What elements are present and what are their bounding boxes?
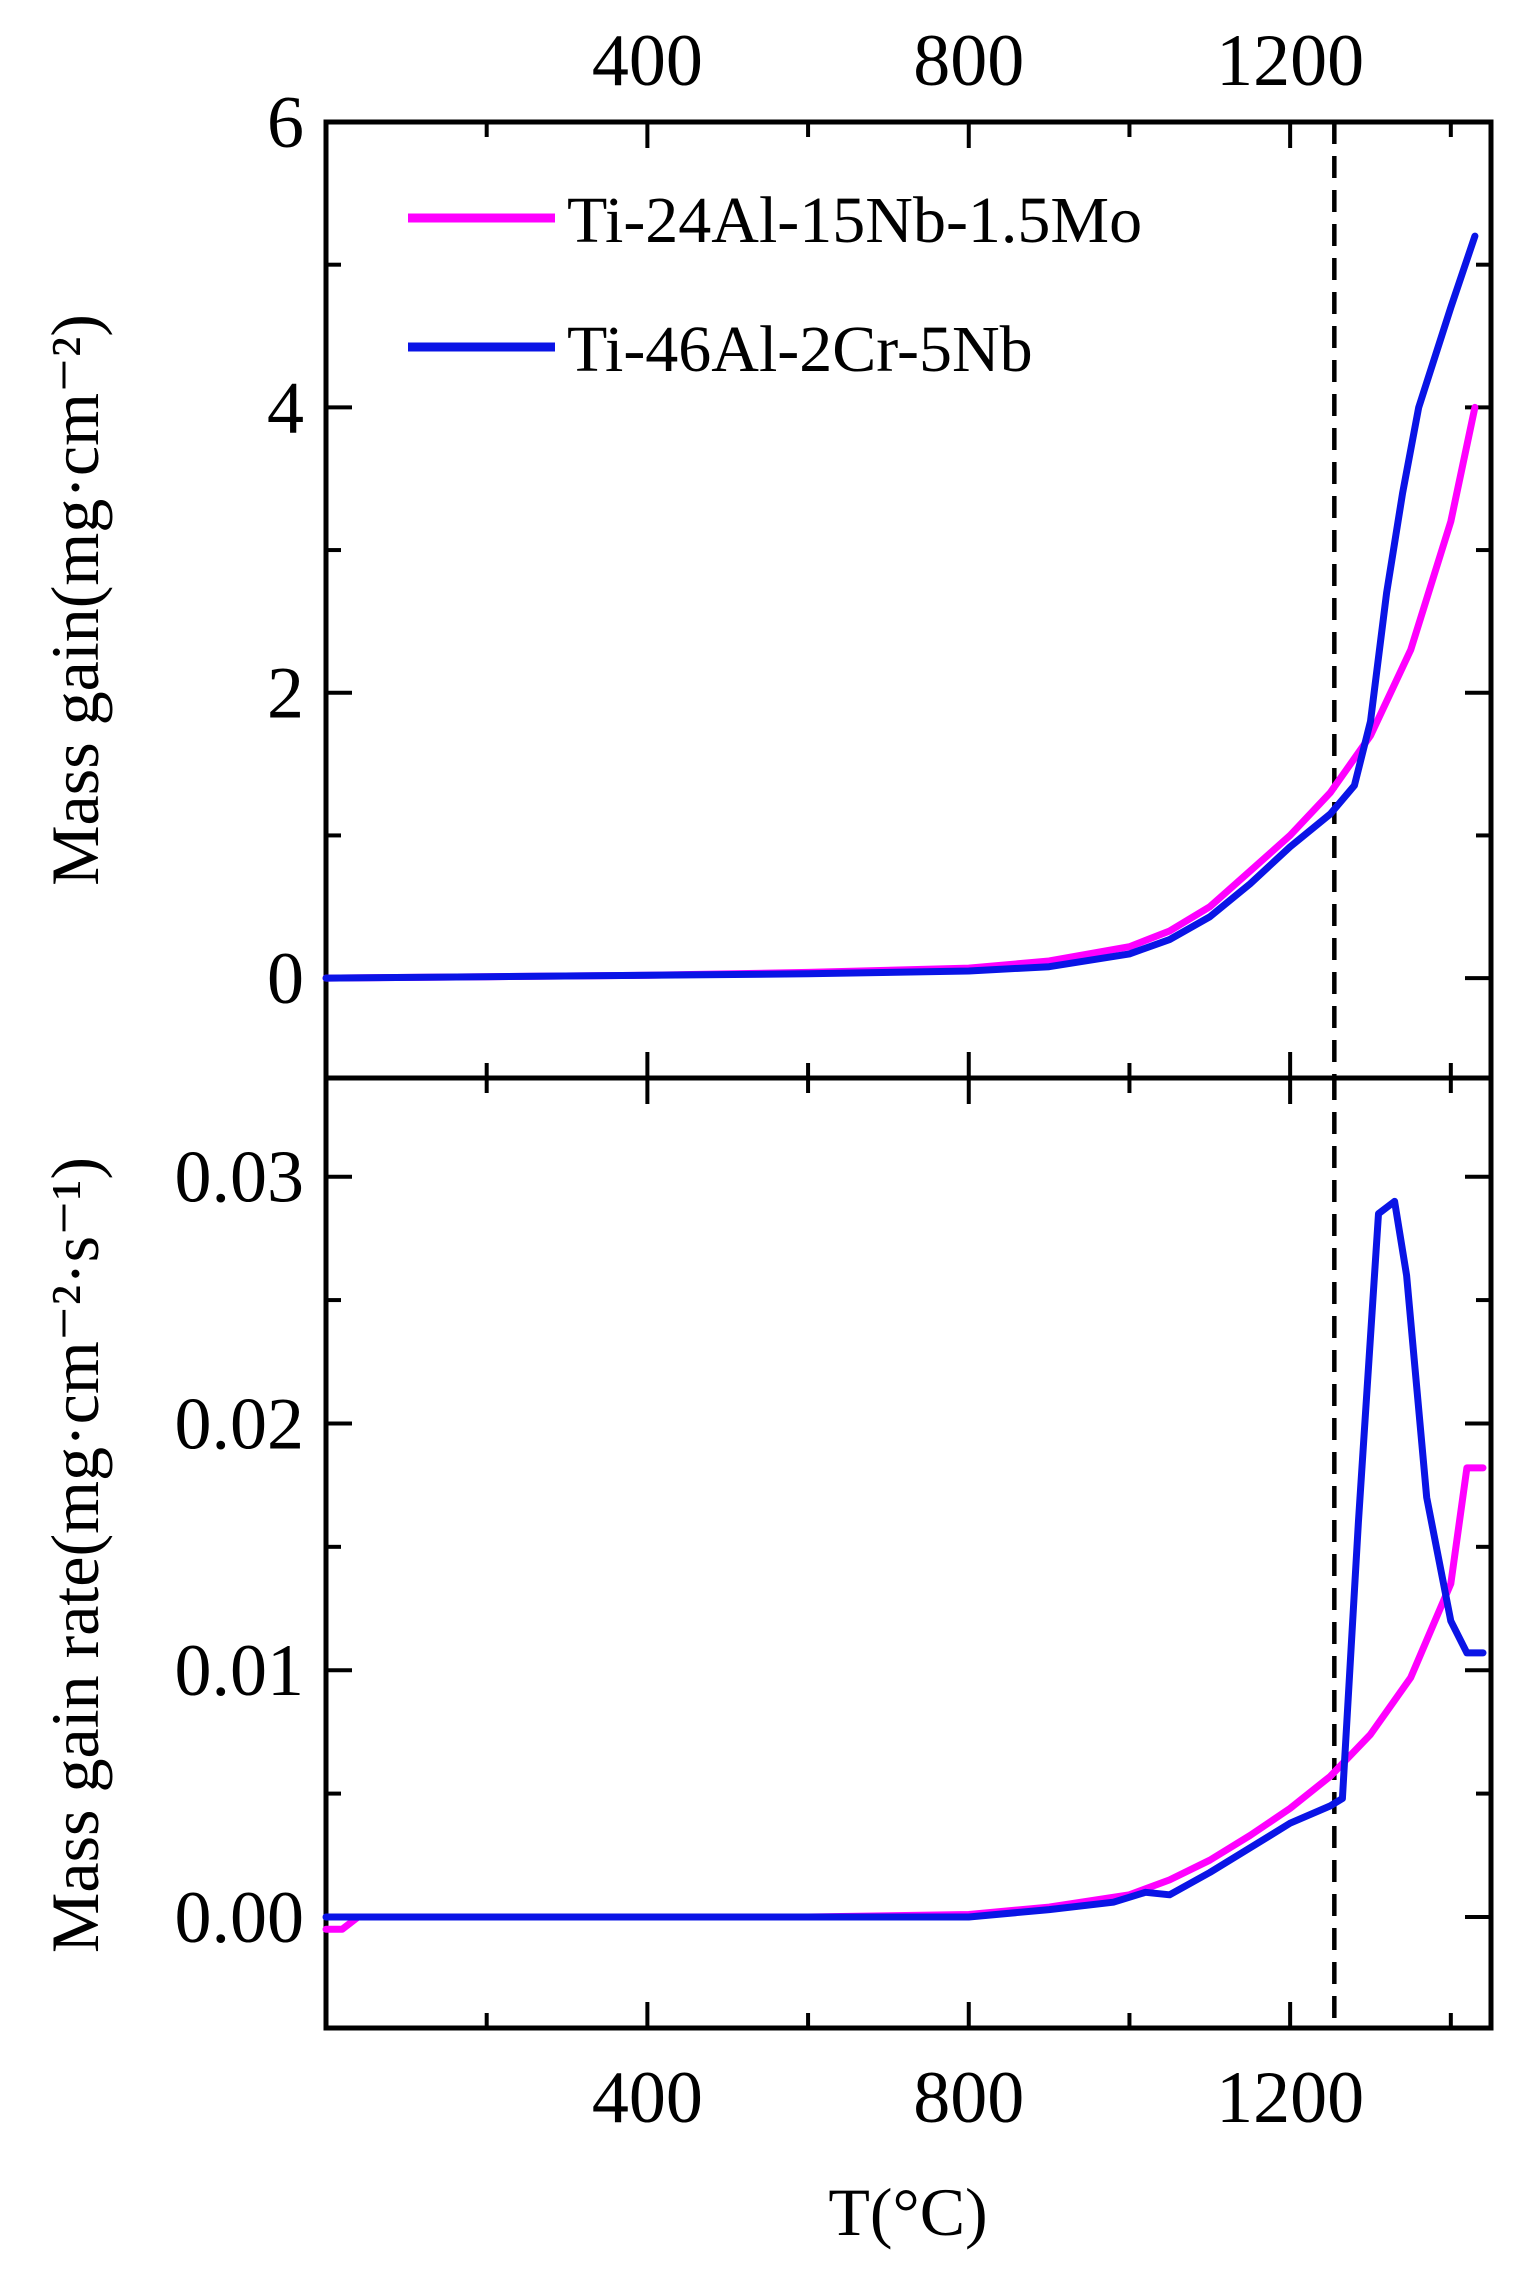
- top-series-line-1: [322, 403, 1479, 982]
- top-series-group: [322, 232, 1479, 982]
- top-series-line-2: [322, 232, 1479, 982]
- bottom-y-tick-label: 0.02: [175, 1383, 305, 1465]
- top-y-tick-label: 4: [267, 367, 304, 449]
- bottom-plot-frame: [323, 1075, 1494, 2031]
- bottom-axis-x-tick-label: 800: [913, 2057, 1024, 2139]
- top-axis-x-tick-label: 800: [913, 20, 1024, 102]
- tick-labels: 0 2 4 6 0.00 0.01 0.02 0.03 400 800 1200 400 800 1200: [175, 20, 1365, 2139]
- bottom-y-tick-label: 0.00: [175, 1877, 305, 1959]
- tick-marks: [326, 122, 1491, 2028]
- legend-label-alloy-b: Ti-46Al-2Cr-5Nb: [567, 313, 1033, 386]
- top-y-tick-label: 0: [267, 938, 304, 1020]
- x-axis-title: T(°C): [828, 2174, 987, 2250]
- top-y-tick-label: 6: [267, 82, 304, 164]
- top-axis-x-tick-label: 1200: [1216, 20, 1364, 102]
- bottom-series-line-1: [322, 1464, 1487, 1933]
- bottom-y-tick-label: 0.03: [175, 1137, 305, 1219]
- top-y-tick-label: 2: [267, 653, 304, 735]
- bottom-y-axis-title: Mass gain rate(mg·cm⁻²·s⁻¹): [37, 1157, 113, 1953]
- bottom-series-group: [322, 1197, 1487, 1933]
- top-y-axis-title: Mass gain(mg·cm⁻²): [37, 314, 113, 886]
- top-axis-x-tick-label: 400: [592, 20, 703, 102]
- bottom-axis-x-tick-label: 400: [592, 2057, 703, 2139]
- bottom-y-tick-label: 0.01: [175, 1630, 305, 1712]
- legend-label-alloy-a: Ti-24Al-15Nb-1.5Mo: [567, 184, 1142, 257]
- bottom-series-line-2: [322, 1197, 1487, 1921]
- top-plot-frame: [323, 119, 1494, 1081]
- legend: Ti-24Al-15Nb-1.5Mo Ti-46Al-2Cr-5Nb: [408, 184, 1142, 386]
- bottom-axis-x-tick-label: 1200: [1216, 2057, 1364, 2139]
